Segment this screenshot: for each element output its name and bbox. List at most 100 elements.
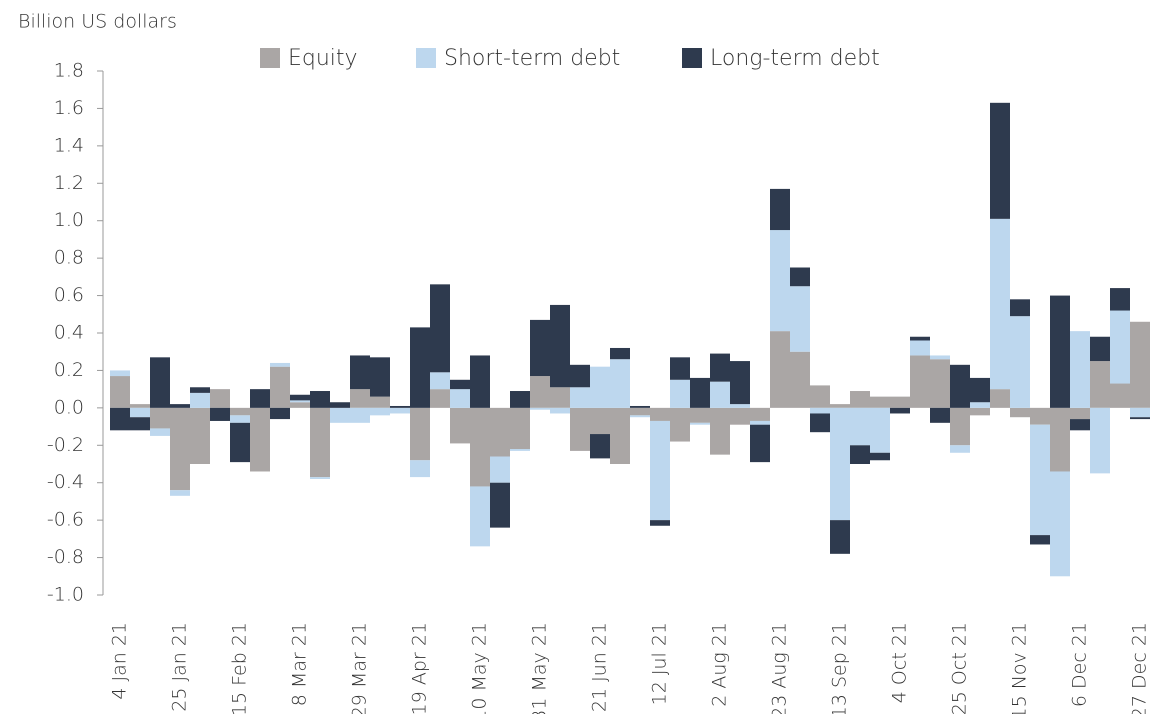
y-axis-label: Billion US dollars xyxy=(18,11,177,33)
bar-segment xyxy=(1030,424,1050,536)
bar-segment xyxy=(230,415,250,423)
bar-segment xyxy=(590,434,610,459)
bar-segment xyxy=(870,407,890,453)
x-tick-label: 21 Jun 21 xyxy=(589,622,611,712)
bar-segment xyxy=(370,407,390,416)
bar-segment xyxy=(630,407,650,416)
y-tick-label: 1.8 xyxy=(54,60,84,82)
bar-segment xyxy=(310,407,330,478)
x-tick-label: 19 Apr 21 xyxy=(409,622,431,714)
bar-segment xyxy=(770,230,790,332)
bar-segment xyxy=(550,407,570,414)
bar-segment xyxy=(870,452,890,461)
bar-segment xyxy=(690,422,710,425)
bar-segment xyxy=(1110,310,1130,384)
bar-segment xyxy=(1070,331,1090,408)
x-tick-label: 6 Dec 21 xyxy=(1069,622,1091,707)
bar-segment xyxy=(1010,407,1030,418)
bar-segment xyxy=(1130,417,1150,420)
bar-segment xyxy=(430,372,450,390)
x-tick-label: 12 Jul 21 xyxy=(649,622,671,705)
bar-segment xyxy=(790,286,810,352)
x-tick-label: 10 May 21 xyxy=(469,622,491,714)
bar-segment xyxy=(990,102,1010,219)
bar-segment xyxy=(430,284,450,373)
bar-segment xyxy=(830,520,850,554)
bar-segment xyxy=(710,353,730,382)
bar-segment xyxy=(290,400,310,403)
bar-segment xyxy=(570,364,590,388)
bar-segment xyxy=(350,407,370,423)
bar-segment xyxy=(1030,535,1050,545)
y-tick-label: -0.2 xyxy=(47,434,84,456)
y-tick-label: 0.0 xyxy=(54,396,84,418)
y-tick-label: -0.4 xyxy=(47,471,84,493)
bar-segment xyxy=(1090,361,1110,408)
y-tick-label: 1.4 xyxy=(54,134,84,156)
bar-segment xyxy=(470,407,490,487)
bar-segment xyxy=(1050,407,1070,472)
bar-segment xyxy=(530,319,550,377)
bar-segment xyxy=(370,357,390,397)
bar-segment xyxy=(710,381,730,408)
bar-segment xyxy=(850,407,870,446)
bar-segment xyxy=(990,218,1010,390)
y-tick-label: -0.6 xyxy=(47,509,84,531)
bar-segment xyxy=(1130,321,1150,408)
bar-segment xyxy=(250,407,270,472)
bar-segment xyxy=(170,407,190,491)
bar-segment xyxy=(830,404,850,408)
bar-segment xyxy=(770,331,790,408)
x-tick-label: 25 Jan 21 xyxy=(169,622,191,712)
bar-segment xyxy=(1070,419,1090,431)
bar-segment xyxy=(950,364,970,408)
bar-segment xyxy=(250,389,270,408)
bar-segment xyxy=(410,327,430,408)
bar-segment xyxy=(930,359,950,408)
bar-segment xyxy=(690,377,710,408)
x-tick-label: 23 Aug 21 xyxy=(769,622,791,714)
bar-segment xyxy=(150,357,170,408)
bar-segment xyxy=(810,385,830,408)
x-tick-label: 4 Oct 21 xyxy=(889,622,911,703)
legend-label: Short-term debt xyxy=(444,46,620,71)
bar-segment xyxy=(650,420,670,521)
y-tick-label: 1.6 xyxy=(54,97,84,119)
bar-segment xyxy=(610,347,630,360)
bar-segment xyxy=(350,355,370,390)
bar-segment xyxy=(890,396,910,408)
bar-segment xyxy=(970,377,990,403)
bar-segment xyxy=(450,379,470,390)
bar-segment xyxy=(670,379,690,408)
bar-segment xyxy=(390,407,410,414)
bar-segment xyxy=(1090,336,1110,362)
bar-segment xyxy=(230,407,250,416)
bar-segment xyxy=(190,387,210,393)
bar-segment xyxy=(1110,288,1130,311)
bar-segment xyxy=(270,362,290,367)
legend-swatch xyxy=(416,48,436,68)
bar-segment xyxy=(450,407,470,444)
bar-segment xyxy=(630,405,650,408)
bar-segment xyxy=(110,376,130,408)
bar-segment xyxy=(210,389,230,408)
x-tick-label: 15 Nov 21 xyxy=(1009,622,1031,714)
y-tick-label: 0.6 xyxy=(54,284,84,306)
bar-segment xyxy=(1010,316,1030,408)
bar-segment xyxy=(490,407,510,457)
y-tick-label: 0.8 xyxy=(54,247,84,269)
bar-segment xyxy=(370,396,390,408)
x-tick-label: 25 Oct 21 xyxy=(949,622,971,714)
bar-segment xyxy=(830,407,850,521)
bar-segment xyxy=(1010,299,1030,317)
x-tick-label: 2 Aug 21 xyxy=(709,622,731,707)
bar-segment xyxy=(750,424,770,463)
bar-segment xyxy=(970,402,990,408)
y-tick-label: 0.2 xyxy=(54,359,84,381)
x-tick-label: 29 Mar 21 xyxy=(349,622,371,714)
bar-segment xyxy=(1110,383,1130,408)
bar-segment xyxy=(490,482,510,528)
bar-segment xyxy=(1050,295,1070,408)
bar-segment xyxy=(650,407,670,421)
